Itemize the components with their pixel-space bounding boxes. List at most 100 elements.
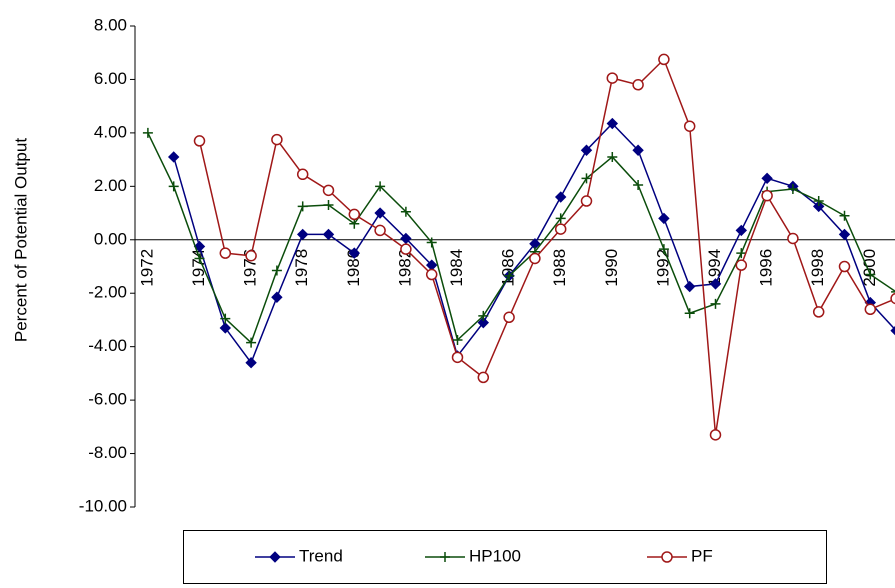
marker — [142, 127, 153, 138]
marker — [787, 232, 799, 245]
marker — [503, 311, 515, 324]
x-tick-label: 1996 — [757, 249, 776, 287]
marker — [297, 201, 308, 212]
x-tick-label: 1992 — [653, 249, 672, 287]
x-tick-label: 1998 — [808, 249, 827, 287]
legend-marker — [269, 551, 281, 563]
marker — [271, 133, 283, 146]
marker — [400, 243, 412, 255]
marker — [735, 224, 748, 237]
y-tick-label: 6.00 — [94, 69, 127, 88]
x-tick-label: 1990 — [602, 249, 621, 287]
x-tick-label: 1978 — [292, 249, 311, 287]
marker — [632, 79, 644, 91]
marker — [606, 117, 619, 130]
marker — [477, 316, 490, 329]
legend-label: Trend — [299, 546, 343, 565]
marker — [219, 247, 232, 259]
marker — [529, 252, 541, 265]
marker — [606, 72, 619, 84]
marker — [839, 210, 850, 221]
legend-marker — [440, 552, 450, 562]
y-tick-label: -6.00 — [88, 390, 127, 409]
marker — [478, 310, 489, 321]
marker — [375, 181, 386, 192]
marker — [504, 270, 515, 281]
marker — [683, 280, 696, 293]
legend-label: PF — [691, 546, 713, 565]
series-line — [147, 132, 895, 344]
marker — [554, 223, 567, 235]
marker — [735, 259, 748, 271]
marker — [633, 179, 644, 190]
marker — [761, 172, 773, 185]
marker — [658, 244, 669, 255]
marker — [296, 228, 309, 241]
marker — [194, 253, 205, 264]
y-tick-label: 8.00 — [94, 15, 127, 34]
y-tick-label: -2.00 — [88, 283, 127, 302]
marker — [246, 337, 257, 348]
y-tick-label: 2.00 — [94, 176, 127, 195]
marker — [167, 151, 180, 163]
marker — [709, 429, 722, 441]
marker — [865, 269, 876, 280]
marker — [632, 144, 644, 156]
x-tick-label: 1980 — [344, 249, 363, 287]
marker — [658, 53, 670, 66]
legend-marker — [661, 551, 673, 563]
marker — [890, 292, 895, 305]
marker — [736, 248, 747, 259]
y-tick-label: -10.00 — [79, 496, 127, 515]
marker — [296, 168, 309, 181]
marker — [426, 237, 437, 248]
y-axis-label: Percent of Potential Output — [11, 138, 30, 342]
marker — [271, 291, 283, 303]
marker — [451, 351, 464, 364]
marker — [245, 250, 257, 262]
x-tick-label: 1984 — [447, 249, 466, 287]
marker — [554, 191, 567, 203]
marker — [684, 308, 695, 319]
marker — [709, 278, 722, 290]
marker — [580, 144, 593, 156]
marker — [890, 326, 895, 336]
x-tick-label: 1972 — [137, 249, 156, 287]
marker — [219, 322, 232, 334]
marker — [348, 208, 361, 221]
marker — [477, 371, 490, 384]
marker — [322, 228, 335, 241]
marker — [425, 268, 438, 281]
marker — [580, 195, 593, 207]
marker — [581, 173, 592, 184]
y-tick-label: 4.00 — [94, 122, 127, 141]
marker — [683, 120, 696, 132]
marker — [220, 313, 231, 324]
marker — [374, 224, 386, 237]
marker — [812, 306, 825, 318]
marker — [193, 135, 206, 147]
marker — [452, 334, 463, 345]
marker — [891, 291, 895, 293]
marker — [761, 189, 773, 202]
y-tick-label: -8.00 — [88, 443, 127, 462]
marker — [271, 265, 282, 276]
marker — [555, 213, 566, 224]
y-tick-label: -4.00 — [88, 336, 127, 355]
x-tick-label: 1988 — [550, 249, 569, 287]
marker — [658, 212, 670, 225]
legend-label: HP100 — [469, 546, 521, 565]
marker — [193, 240, 206, 253]
marker — [245, 356, 257, 369]
marker — [838, 260, 851, 273]
marker — [710, 298, 721, 309]
marker — [322, 184, 335, 197]
marker — [787, 184, 798, 195]
marker — [374, 207, 386, 219]
series-line — [198, 58, 895, 435]
marker — [812, 200, 825, 213]
x-tick-label: 1982 — [395, 249, 414, 287]
marker — [400, 206, 411, 217]
